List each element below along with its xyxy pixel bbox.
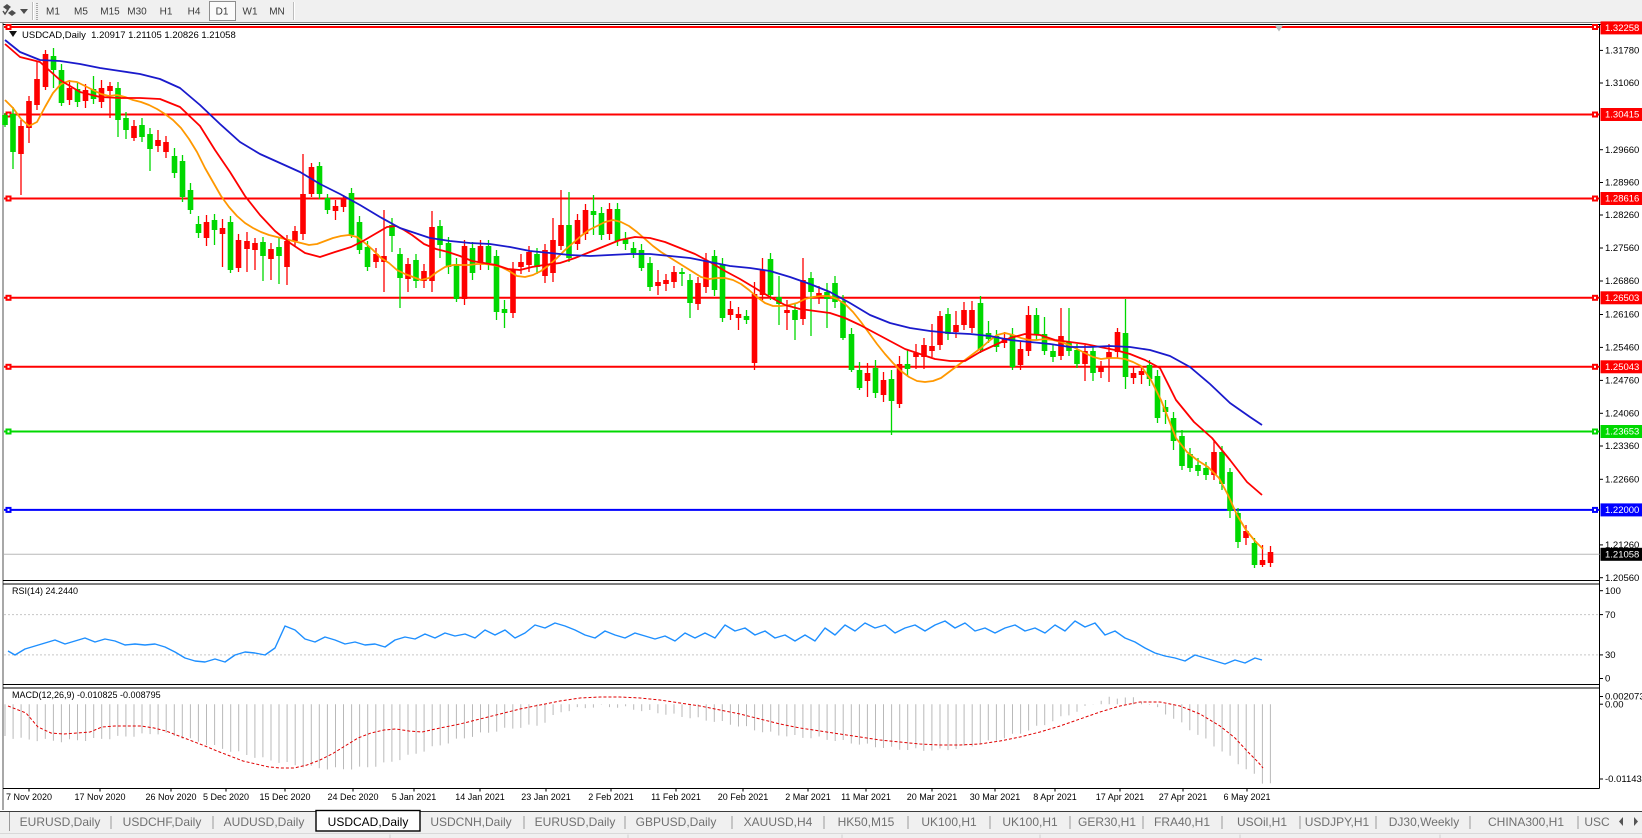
- svg-text:M30: M30: [127, 7, 147, 18]
- svg-text:1.26503: 1.26503: [1605, 293, 1639, 304]
- svg-text:UK100,H1: UK100,H1: [1002, 815, 1058, 829]
- svg-text:1.28260: 1.28260: [1605, 210, 1639, 221]
- svg-text:1.20560: 1.20560: [1605, 573, 1639, 584]
- svg-text:USDJPY,H1: USDJPY,H1: [1305, 815, 1370, 829]
- svg-text:1.28960: 1.28960: [1605, 178, 1639, 189]
- svg-text:DJ30,Weekly: DJ30,Weekly: [1389, 815, 1459, 829]
- svg-text:1.26860: 1.26860: [1605, 276, 1639, 287]
- svg-text:USDCNH,Daily: USDCNH,Daily: [430, 815, 511, 829]
- svg-text:USDCAD,Daily 1.20917 1.21105: USDCAD,Daily 1.20917 1.21105 1.20826 1.2…: [22, 30, 236, 41]
- svg-text:30 Mar 2021: 30 Mar 2021: [970, 792, 1021, 802]
- svg-text:7 Nov 2020: 7 Nov 2020: [6, 792, 52, 802]
- svg-text:H1: H1: [160, 7, 173, 18]
- svg-text:-0.011439: -0.011439: [1605, 774, 1642, 785]
- svg-text:M5: M5: [74, 7, 88, 18]
- svg-text:EURUSD,Daily: EURUSD,Daily: [535, 815, 616, 829]
- svg-text:1.25460: 1.25460: [1605, 343, 1639, 354]
- svg-text:1.21058: 1.21058: [1605, 550, 1639, 561]
- svg-text:2 Mar 2021: 2 Mar 2021: [785, 792, 831, 802]
- svg-text:11 Mar 2021: 11 Mar 2021: [841, 792, 891, 802]
- svg-text:5 Dec 2020: 5 Dec 2020: [203, 792, 249, 802]
- svg-text:1.32258: 1.32258: [1605, 23, 1639, 34]
- svg-text:CHINA300,H1: CHINA300,H1: [1488, 815, 1564, 829]
- svg-text:USC: USC: [1584, 815, 1610, 829]
- svg-text:1.27560: 1.27560: [1605, 243, 1639, 254]
- svg-text:17 Apr 2021: 17 Apr 2021: [1096, 792, 1145, 802]
- svg-text:MACD(12,26,9) -0.010825 -0.008: MACD(12,26,9) -0.010825 -0.008795: [12, 690, 161, 700]
- svg-text:GER30,H1: GER30,H1: [1078, 815, 1136, 829]
- svg-text:0.00: 0.00: [1605, 699, 1624, 710]
- svg-text:26 Nov 2020: 26 Nov 2020: [145, 792, 196, 802]
- svg-text:1.22000: 1.22000: [1605, 505, 1639, 516]
- svg-text:14 Jan 2021: 14 Jan 2021: [455, 792, 505, 802]
- svg-text:1.30415: 1.30415: [1605, 110, 1639, 121]
- svg-text:11 Feb 2021: 11 Feb 2021: [651, 792, 701, 802]
- svg-text:D1: D1: [216, 7, 229, 18]
- svg-text:20 Mar 2021: 20 Mar 2021: [907, 792, 958, 802]
- svg-text:1.23360: 1.23360: [1605, 441, 1639, 452]
- svg-text:6 May 2021: 6 May 2021: [1223, 792, 1270, 802]
- svg-text:1.31060: 1.31060: [1605, 78, 1639, 89]
- svg-text:1.31780: 1.31780: [1605, 46, 1639, 57]
- svg-text:17 Nov 2020: 17 Nov 2020: [74, 792, 125, 802]
- svg-text:USDCAD,Daily: USDCAD,Daily: [328, 815, 409, 829]
- svg-text:1.25043: 1.25043: [1605, 362, 1639, 373]
- svg-text:AUDUSD,Daily: AUDUSD,Daily: [224, 815, 305, 829]
- svg-text:20 Feb 2021: 20 Feb 2021: [718, 792, 769, 802]
- svg-text:EURUSD,Daily: EURUSD,Daily: [20, 815, 101, 829]
- svg-text:1.23653: 1.23653: [1605, 427, 1639, 438]
- svg-text:HK50,M15: HK50,M15: [838, 815, 895, 829]
- svg-text:XAUUSD,H4: XAUUSD,H4: [744, 815, 813, 829]
- svg-text:5 Jan 2021: 5 Jan 2021: [392, 792, 437, 802]
- svg-text:70: 70: [1605, 610, 1616, 621]
- svg-text:1.28616: 1.28616: [1605, 194, 1639, 205]
- svg-text:W1: W1: [243, 7, 258, 18]
- svg-text:30: 30: [1605, 650, 1616, 661]
- svg-text:0.002073: 0.002073: [1605, 692, 1642, 703]
- svg-text:27 Apr 2021: 27 Apr 2021: [1159, 792, 1208, 802]
- svg-text:FRA40,H1: FRA40,H1: [1154, 815, 1210, 829]
- svg-text:1.29660: 1.29660: [1605, 145, 1639, 156]
- svg-text:USOil,H1: USOil,H1: [1237, 815, 1287, 829]
- svg-text:8 Apr 2021: 8 Apr 2021: [1033, 792, 1077, 802]
- svg-text:24 Dec 2020: 24 Dec 2020: [327, 792, 378, 802]
- svg-text:USDCHF,Daily: USDCHF,Daily: [123, 815, 202, 829]
- svg-text:RSI(14) 24.2440: RSI(14) 24.2440: [12, 586, 78, 596]
- svg-text:UK100,H1: UK100,H1: [921, 815, 977, 829]
- svg-text:1.24760: 1.24760: [1605, 376, 1639, 387]
- svg-text:15 Dec 2020: 15 Dec 2020: [259, 792, 310, 802]
- svg-text:M1: M1: [46, 7, 60, 18]
- svg-text:1.21260: 1.21260: [1605, 540, 1639, 551]
- svg-text:23 Jan 2021: 23 Jan 2021: [521, 792, 571, 802]
- svg-text:2 Feb 2021: 2 Feb 2021: [588, 792, 634, 802]
- svg-text:1.22660: 1.22660: [1605, 475, 1639, 486]
- svg-text:100: 100: [1605, 586, 1621, 597]
- svg-text:0: 0: [1605, 674, 1610, 685]
- svg-text:H4: H4: [188, 7, 201, 18]
- svg-text:M15: M15: [100, 7, 120, 18]
- svg-text:GBPUSD,Daily: GBPUSD,Daily: [636, 815, 717, 829]
- svg-text:MN: MN: [269, 7, 285, 18]
- svg-text:1.26160: 1.26160: [1605, 310, 1639, 321]
- svg-text:1.24060: 1.24060: [1605, 409, 1639, 420]
